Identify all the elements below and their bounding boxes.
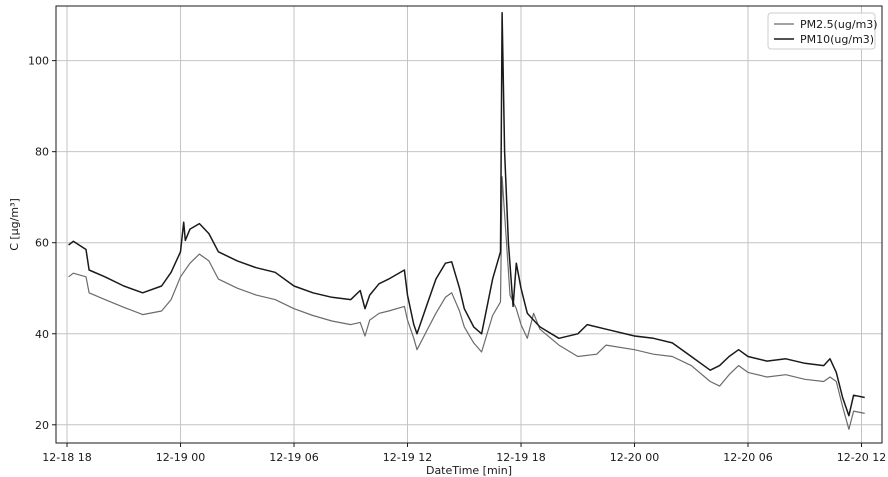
x-axis-label: DateTime [min] (426, 464, 512, 477)
x-tick-label: 12-19 00 (156, 451, 205, 464)
grid (56, 6, 882, 443)
x-tick-label: 12-19 06 (269, 451, 318, 464)
series-layer (68, 12, 865, 430)
x-axis: 12-18 18 12-19 00 12-19 06 12-19 12 12-19 18… (42, 443, 886, 464)
x-tick-label: 12-20 12 (837, 451, 886, 464)
x-tick-label: 12-20 00 (610, 451, 659, 464)
y-tick-label: 40 (35, 328, 49, 341)
y-tick-label: 80 (35, 146, 49, 159)
x-tick-label: 12-19 12 (383, 451, 432, 464)
legend: PM2.5(ug/m3) PM10(ug/m3) (767, 12, 878, 50)
y-axis-label: C [µg/m³] (8, 198, 21, 251)
x-tick-label: 12-18 18 (42, 451, 91, 464)
x-tick-label: 12-19 18 (496, 451, 545, 464)
y-axis: 20 40 60 80 100 (28, 55, 56, 432)
y-tick-label: 20 (35, 419, 49, 432)
x-tick-label: 12-20 06 (723, 451, 772, 464)
series-line-pm10 (68, 12, 865, 417)
plot-frame (55, 5, 883, 444)
legend-box (767, 12, 876, 50)
y-tick-label: 60 (35, 237, 49, 250)
series-line-pm25 (68, 176, 865, 430)
legend-label: PM10(ug/m3) (800, 33, 874, 46)
legend-label: PM2.5(ug/m3) (800, 18, 878, 31)
y-tick-label: 100 (28, 55, 49, 68)
